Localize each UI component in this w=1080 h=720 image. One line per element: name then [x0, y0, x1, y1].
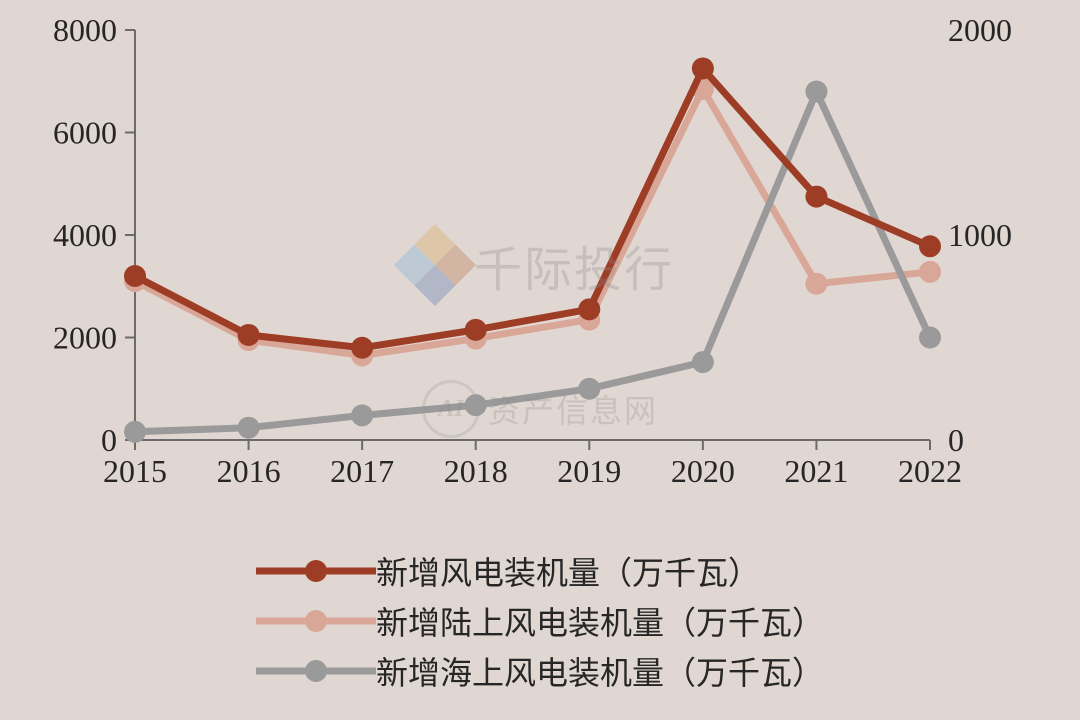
- series-marker-total: [351, 337, 373, 359]
- series-marker-offshore: [351, 404, 373, 426]
- series-marker-offshore: [805, 81, 827, 103]
- legend-swatch: [256, 555, 376, 587]
- x-label: 2018: [444, 453, 508, 489]
- y-left-label: 8000: [53, 12, 117, 48]
- legend-swatch: [256, 655, 376, 687]
- y-right-label: 1000: [948, 217, 1012, 253]
- series-marker-offshore: [578, 378, 600, 400]
- x-label: 2015: [103, 453, 167, 489]
- chart-legend: 新增风电装机量（万千瓦）新增陆上风电装机量（万千瓦）新增海上风电装机量（万千瓦）: [256, 544, 824, 698]
- series-marker-offshore: [124, 421, 146, 443]
- series-marker-total: [578, 298, 600, 320]
- series-marker-total: [465, 319, 487, 341]
- x-label: 2020: [671, 453, 735, 489]
- series-marker-onshore: [919, 261, 941, 283]
- legend-swatch: [256, 605, 376, 637]
- series-marker-total: [238, 324, 260, 346]
- series-marker-total: [692, 57, 714, 79]
- series-line-offshore: [135, 92, 930, 432]
- legend-label: 新增海上风电装机量（万千瓦）: [376, 648, 824, 694]
- legend-label: 新增陆上风电装机量（万千瓦）: [376, 598, 824, 644]
- series-marker-offshore: [238, 417, 260, 439]
- series-marker-offshore: [919, 327, 941, 349]
- x-label: 2019: [557, 453, 621, 489]
- series-marker-offshore: [465, 394, 487, 416]
- legend-item-onshore: 新增陆上风电装机量（万千瓦）: [256, 598, 824, 644]
- series-marker-offshore: [692, 351, 714, 373]
- legend-label: 新增风电装机量（万千瓦）: [376, 548, 760, 594]
- legend-item-offshore: 新增海上风电装机量（万千瓦）: [256, 648, 824, 694]
- y-left-label: 2000: [53, 320, 117, 356]
- x-label: 2017: [330, 453, 394, 489]
- series-marker-total: [124, 265, 146, 287]
- series-marker-total: [805, 186, 827, 208]
- series-marker-onshore: [805, 273, 827, 295]
- y-left-label: 4000: [53, 217, 117, 253]
- series-marker-total: [919, 235, 941, 257]
- y-left-label: 6000: [53, 115, 117, 151]
- x-label: 2021: [784, 453, 848, 489]
- y-right-label: 2000: [948, 12, 1012, 48]
- x-label: 2016: [217, 453, 281, 489]
- legend-item-total: 新增风电装机量（万千瓦）: [256, 548, 824, 594]
- series-line-onshore: [135, 89, 930, 356]
- x-label: 2022: [898, 453, 962, 489]
